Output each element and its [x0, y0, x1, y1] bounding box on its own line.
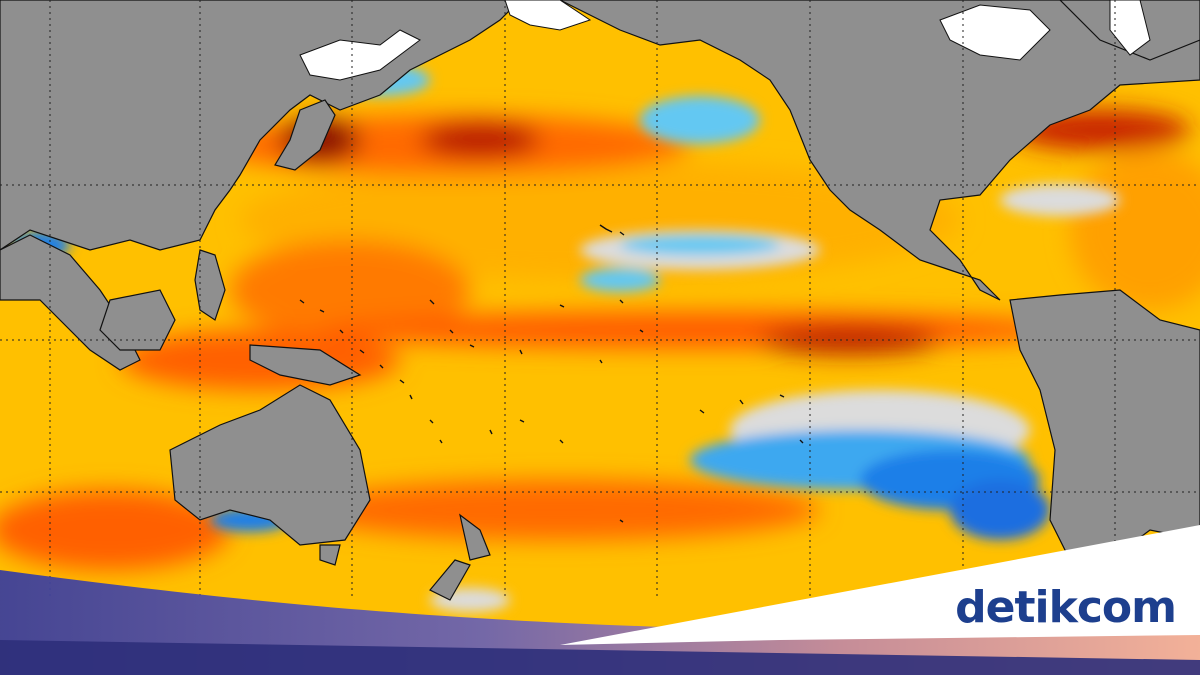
cool-patch-8 — [640, 96, 760, 144]
cool-patch-3 — [580, 268, 660, 292]
islands-polynesia-1 — [429, 299, 804, 523]
cool-layer — [10, 64, 1120, 612]
anomaly-patch-11 — [0, 490, 230, 570]
land-borneo — [99, 289, 176, 351]
ice-hudson — [939, 4, 1051, 61]
anomaly-patch-6 — [230, 240, 470, 340]
logo-word-detik: detik — [955, 582, 1078, 633]
cool-patch-7 — [950, 480, 1050, 540]
logo-word-com: com — [1076, 582, 1177, 633]
cool-patch-2 — [620, 235, 780, 255]
anomaly-patch-8 — [320, 312, 1080, 348]
pacific-islands — [299, 224, 804, 523]
land-tasmania — [319, 544, 341, 566]
islands-hawaii — [599, 224, 625, 236]
land-southeast-asia — [0, 234, 141, 371]
ice-bering — [504, 0, 592, 31]
land-new-guinea — [249, 344, 362, 386]
banner-shadow — [0, 640, 1200, 675]
cool-patch-10 — [1000, 184, 1120, 216]
islands-micronesia — [299, 299, 443, 444]
land-new-zealand-north — [459, 513, 491, 561]
land-north-america — [559, 0, 1200, 301]
land-australia — [169, 384, 371, 546]
land-philippines — [194, 249, 226, 321]
ice-labrador — [1109, 0, 1151, 56]
banner-white-swoosh — [560, 525, 1200, 645]
sea-ice — [299, 0, 1151, 81]
land-japan — [274, 99, 336, 171]
anomaly-patch-9 — [760, 326, 940, 354]
graticule — [0, 0, 1200, 600]
anomaly-patch-4 — [420, 122, 540, 158]
land-new-zealand-south — [429, 559, 471, 601]
detikcom-logo: detik com — [955, 582, 1177, 633]
anomaly-patch-10 — [300, 480, 820, 540]
ice-okhotsk — [299, 29, 421, 81]
